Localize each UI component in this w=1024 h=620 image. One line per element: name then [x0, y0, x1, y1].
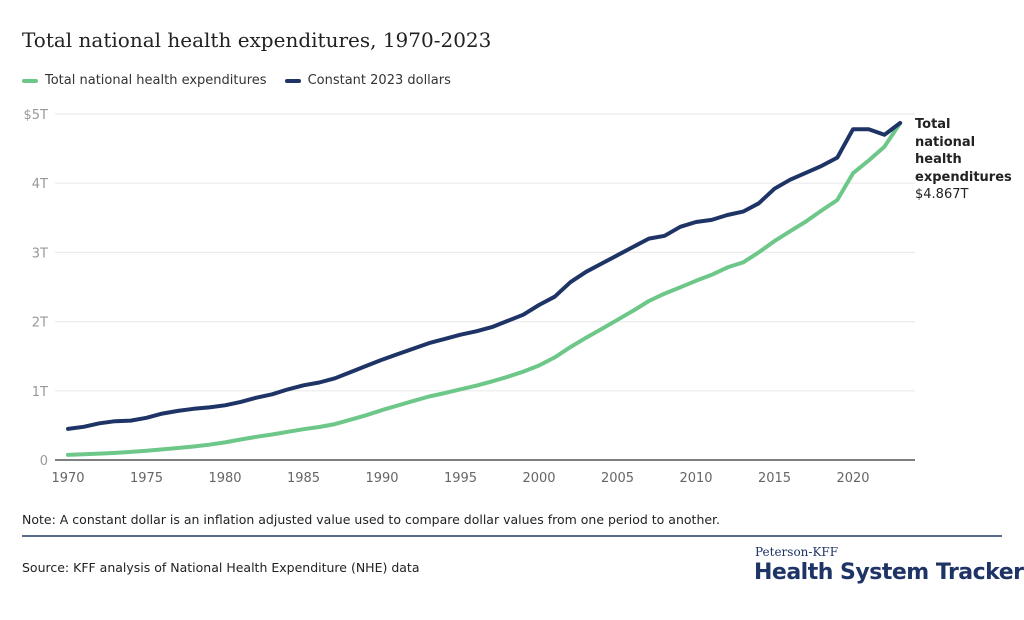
- chart-source: Source: KFF analysis of National Health …: [22, 560, 420, 575]
- x-tick-label: 2015: [758, 471, 791, 486]
- x-tick-label: 1970: [51, 471, 84, 486]
- x-tick-label: 1980: [208, 471, 241, 486]
- logo-top: Peterson-KFF: [755, 545, 839, 559]
- x-tick-label: 2010: [679, 471, 712, 486]
- y-tick-label: 4T: [32, 177, 48, 192]
- x-tick-label: 2000: [522, 471, 555, 486]
- chart-note: Note: A constant dollar is an inflation …: [22, 512, 721, 527]
- x-tick-label: 2020: [836, 471, 869, 486]
- end-annotation-value: $4.867T: [915, 187, 969, 202]
- divider: [22, 535, 1002, 537]
- x-tick-label: 1975: [130, 471, 163, 486]
- plot-area: 0 1T 2T 3T 4T $5T 1970 1975 1980 1985 1990 1995 2000…: [24, 108, 915, 486]
- y-tick-label: 0: [40, 454, 48, 469]
- x-tick-label: 1985: [287, 471, 320, 486]
- legend-swatch-total: [22, 78, 38, 83]
- y-tick-label: 3T: [32, 246, 48, 261]
- legend-item-total[interactable]: Total national health expenditures: [22, 73, 267, 88]
- series-line-total: [66, 121, 903, 457]
- end-annotation-label: Total national health expenditures: [915, 117, 1012, 185]
- x-tick-label: 2005: [601, 471, 634, 486]
- series-line-constant: [66, 121, 903, 431]
- chart-title: Total national health expenditures, 1970…: [22, 28, 492, 52]
- x-tick-label: 1995: [444, 471, 477, 486]
- legend-swatch-constant: [284, 78, 301, 83]
- y-tick-label: $5T: [24, 108, 49, 123]
- x-tick-label: 1990: [365, 471, 398, 486]
- legend-label-total: Total national health expenditures: [45, 73, 267, 88]
- y-tick-label: 2T: [32, 316, 48, 331]
- y-tick-label: 1T: [32, 385, 48, 400]
- logo-main: Health System Tracker: [754, 560, 1024, 585]
- legend: Total national health expenditures Const…: [22, 73, 451, 88]
- legend-item-constant[interactable]: Constant 2023 dollars: [284, 73, 451, 88]
- end-annotation: Total national health expenditures $4.86…: [915, 116, 1012, 204]
- legend-label-constant: Constant 2023 dollars: [307, 73, 451, 88]
